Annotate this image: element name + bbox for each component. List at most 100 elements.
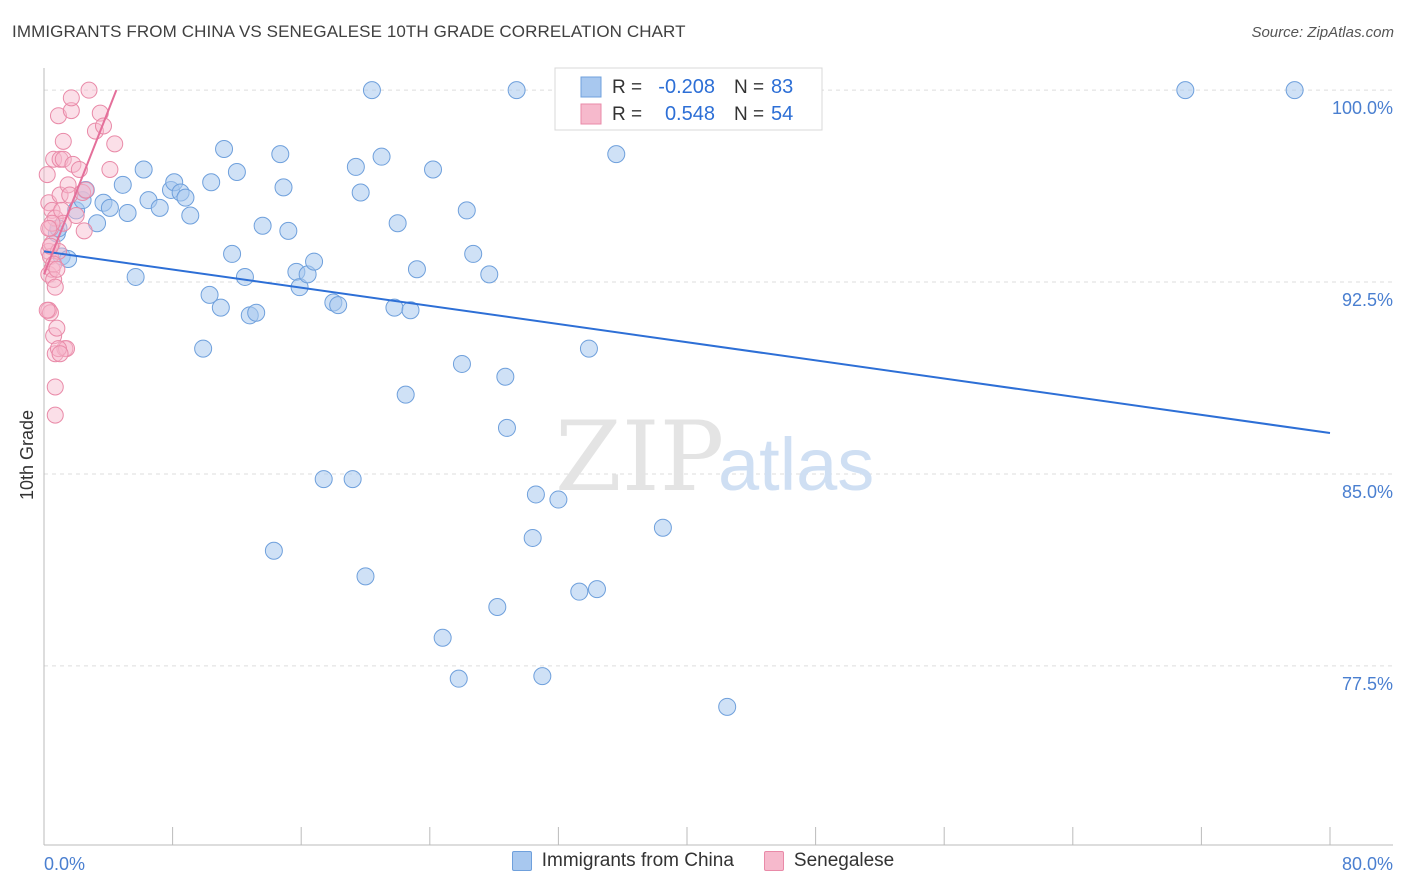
china-point-9 — [100, 198, 119, 217]
legend-item-china[interactable]: Immigrants from China — [511, 850, 734, 872]
senegalese-point-41 — [94, 117, 112, 135]
china-point-62 — [496, 367, 515, 386]
china-point-32 — [264, 541, 283, 560]
china-point-30 — [247, 303, 266, 322]
senegalese-point-31 — [62, 89, 80, 107]
china-point-31 — [253, 216, 272, 235]
china-point-74 — [653, 518, 672, 537]
senegalese-point-38 — [80, 81, 98, 99]
senegalese-point-30 — [62, 102, 80, 120]
senegalese-point-52 — [38, 301, 56, 319]
senegalese-point-33 — [67, 207, 85, 225]
china-point-77 — [1176, 81, 1195, 100]
china-point-12 — [134, 160, 153, 179]
senegalese-point-18 — [48, 319, 66, 337]
legend-n-value-2: 54 — [771, 103, 793, 125]
senegalese-point-10 — [45, 150, 63, 168]
y-tick-label-3: 77.5% — [1342, 674, 1393, 694]
watermark-zip: ZIP — [555, 401, 724, 513]
china-point-22 — [200, 285, 219, 304]
source-label: Source: ZipAtlas.com — [1251, 24, 1394, 41]
china-point-60 — [480, 265, 499, 284]
legend-n-label-1: N = — [734, 77, 764, 98]
china-point-27 — [227, 163, 246, 182]
china-point-40 — [314, 470, 333, 489]
china-point-63 — [497, 418, 516, 437]
legend-swatch-china — [580, 76, 602, 98]
senegalese-point-26 — [54, 132, 72, 150]
series-legend: Immigrants from China Senegalese — [0, 850, 1406, 872]
china-trend-line — [43, 250, 1331, 435]
x-tick-label-right: 80.0% — [1342, 854, 1393, 874]
china-point-59 — [464, 244, 483, 263]
senegalese-point-42 — [101, 160, 119, 178]
y-tick-labels: 100.0% 92.5% 85.0% 77.5% — [1332, 98, 1393, 694]
china-point-20 — [181, 206, 200, 225]
china-point-15 — [150, 198, 169, 217]
legend-label-china: Immigrants from China — [541, 850, 734, 871]
china-point-7 — [88, 214, 107, 233]
china-point-13 — [126, 267, 145, 286]
china-point-68 — [549, 490, 568, 509]
senegalese-point-47 — [41, 304, 59, 322]
senegalese-point-46 — [51, 345, 69, 363]
china-point-24 — [211, 298, 230, 317]
china-point-51 — [396, 385, 415, 404]
y-axis-label: 10th Grade — [17, 410, 37, 500]
china-point-53 — [407, 260, 426, 279]
china-point-67 — [533, 667, 552, 686]
china-point-73 — [607, 145, 626, 164]
senegalese-point-53 — [40, 219, 58, 237]
senegalese-point-12 — [46, 278, 64, 296]
senegalese-point-50 — [48, 260, 66, 278]
china-point-50 — [388, 214, 407, 233]
legend-r-label-2: R = — [612, 104, 642, 125]
legend-n-label-2: N = — [734, 104, 764, 125]
china-point-64 — [507, 81, 526, 100]
legend-swatch-china-bottom — [511, 851, 532, 871]
senegalese-point-48 — [43, 214, 61, 232]
china-point-11 — [118, 203, 137, 222]
china-point-35 — [279, 221, 298, 240]
legend-r-value-1: -0.208 — [658, 76, 715, 98]
china-point-72 — [587, 580, 606, 599]
legend-r-value-2: 0.548 — [665, 103, 715, 125]
legend-item-senegalese[interactable]: Senegalese — [763, 850, 895, 872]
china-point-57 — [452, 354, 471, 373]
senegalese-trend-line — [43, 89, 118, 275]
china-point-26 — [223, 244, 242, 263]
y-tick-label-2: 85.0% — [1342, 482, 1393, 502]
y-tick-label-1: 92.5% — [1342, 290, 1393, 310]
legend-swatch-senegalese — [580, 103, 602, 125]
x-tick-label-left: 0.0% — [44, 854, 85, 874]
china-point-54 — [424, 160, 443, 179]
china-point-47 — [362, 81, 381, 100]
senegalese-point-15 — [46, 345, 64, 363]
china-point-66 — [526, 485, 545, 504]
gridlines — [44, 89, 1393, 667]
china-point-70 — [570, 582, 589, 601]
china-point-28 — [235, 267, 254, 286]
china-point-19 — [176, 188, 195, 207]
legend-label-senegalese: Senegalese — [793, 850, 895, 871]
senegalese-point-43 — [106, 135, 124, 153]
senegalese-point-0 — [38, 166, 56, 184]
series-china-points — [47, 81, 1304, 716]
china-point-23 — [202, 173, 221, 192]
china-point-21 — [194, 339, 213, 358]
china-point-10 — [113, 175, 132, 194]
china-point-55 — [433, 628, 452, 647]
chart-title: IMMIGRANTS FROM CHINA VS SENEGALESE 10TH… — [12, 22, 686, 41]
senegalese-point-17 — [46, 378, 64, 396]
china-point-65 — [523, 528, 542, 547]
trend-lines — [43, 89, 1331, 435]
china-point-43 — [343, 470, 362, 489]
watermark-atlas: atlas — [718, 423, 874, 506]
correlation-legend: R = -0.208 N = 83 R = 0.548 N = 54 — [554, 67, 823, 131]
legend-n-value-1: 83 — [771, 76, 793, 98]
china-point-25 — [215, 140, 234, 158]
china-point-71 — [579, 339, 598, 358]
china-point-39 — [305, 252, 324, 271]
series-senegalese-points — [38, 81, 124, 424]
